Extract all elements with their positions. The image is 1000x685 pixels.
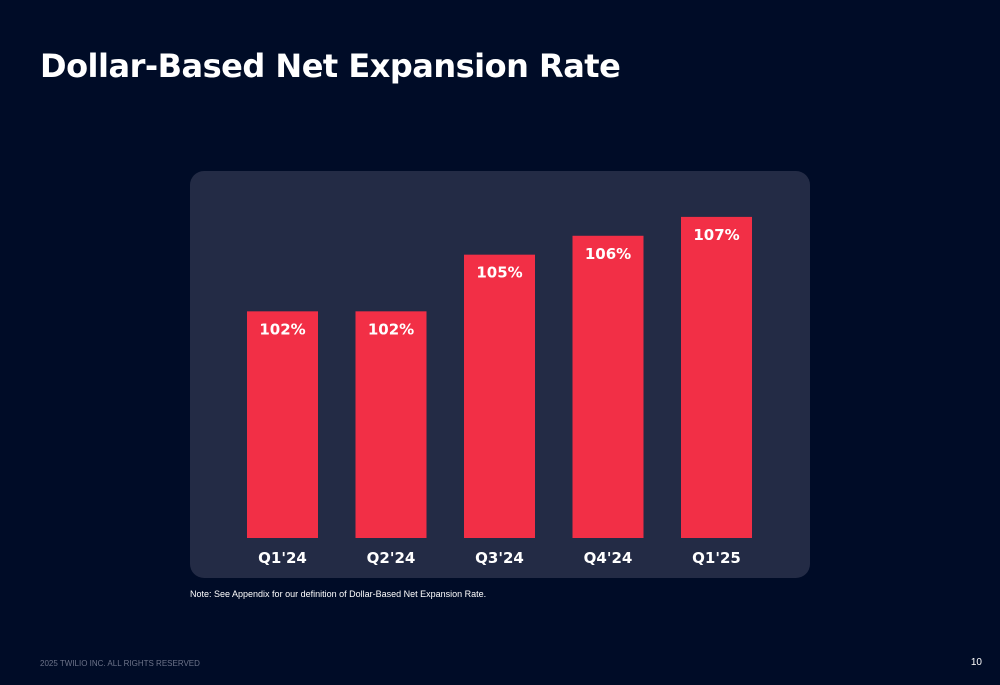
bar-3 xyxy=(572,235,644,538)
bar-value-label-4: 107% xyxy=(693,226,739,244)
bar-4 xyxy=(681,216,752,538)
page-number: 10 xyxy=(970,657,982,668)
category-label-1: Q2'24 xyxy=(367,549,416,567)
chart-panel: 102% Q1'24 102% Q2'24 105% Q3'24 106% Q4'24 107%… xyxy=(190,171,810,578)
slide-title: Dollar-Based Net Expansion Rate xyxy=(40,47,621,85)
bar-0 xyxy=(247,311,318,538)
bar-chart: 102% Q1'24 102% Q2'24 105% Q3'24 106% Q4'24 107%… xyxy=(247,216,752,567)
bar-value-label-0: 102% xyxy=(259,320,305,338)
bar-value-label-1: 102% xyxy=(368,320,414,338)
category-label-2: Q3'24 xyxy=(475,549,524,567)
chart-footnote: Note: See Appendix for our definition of… xyxy=(190,589,487,599)
bar-value-label-2: 105% xyxy=(476,264,522,282)
bar-1 xyxy=(355,311,427,538)
category-label-0: Q1'24 xyxy=(258,549,307,567)
copyright-footer: 2025 TWILIO INC. ALL RIGHTS RESERVED xyxy=(40,659,200,668)
bar-value-label-3: 106% xyxy=(585,245,631,263)
category-label-4: Q1'25 xyxy=(692,549,741,567)
bar-2 xyxy=(464,254,535,538)
category-label-3: Q4'24 xyxy=(584,549,633,567)
